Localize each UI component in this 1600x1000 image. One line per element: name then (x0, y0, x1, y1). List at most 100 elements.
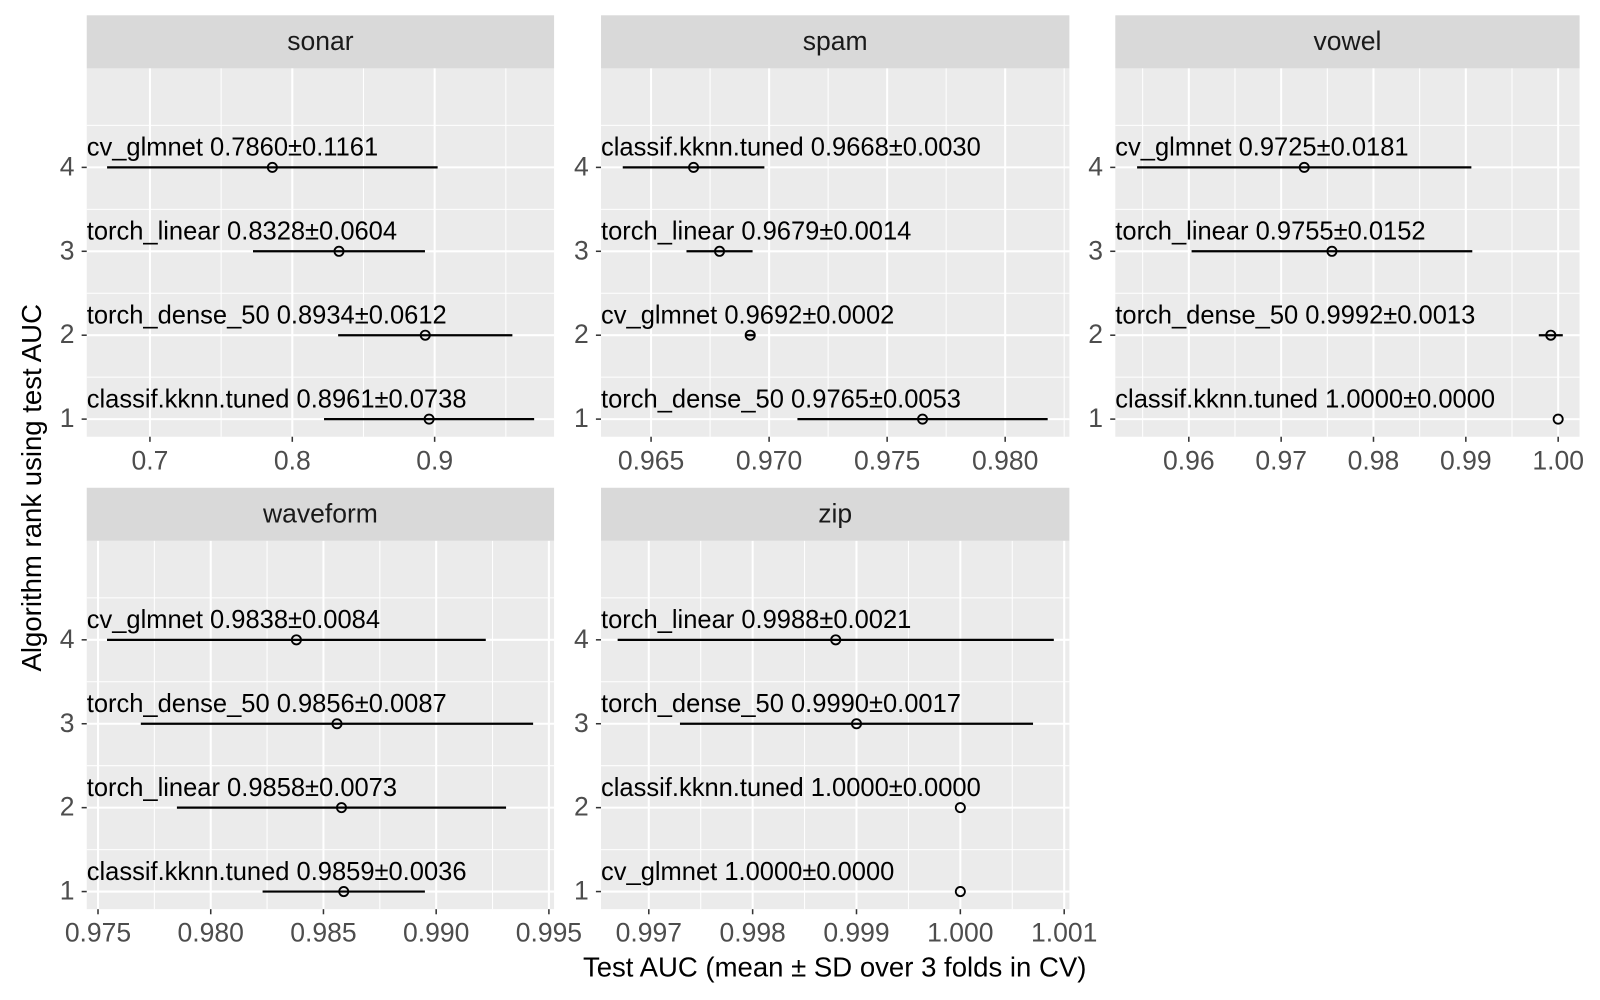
strip-background (86, 487, 555, 541)
panel-background (601, 540, 1070, 910)
strip-title: sonar (287, 26, 353, 56)
point (830, 634, 842, 646)
y-tick-label: 1 (1088, 403, 1103, 433)
y-tick-label: 1 (60, 403, 75, 433)
x-tick-label: 0.9 (416, 445, 453, 475)
point (688, 161, 700, 173)
strip-background (86, 15, 555, 69)
point (954, 802, 966, 814)
value-label: classif.kknn.tuned 1.0000±0.0000 (601, 774, 981, 802)
strip-background (601, 15, 1070, 69)
y-tick-label: 3 (574, 708, 589, 738)
x-tick-label: 0.985 (290, 918, 356, 948)
y-tick-label: 4 (60, 624, 75, 654)
x-tick-label: 0.999 (823, 918, 889, 948)
value-label: torch_dense_50 0.9856±0.0087 (87, 690, 447, 718)
x-tick-label: 1.001 (1031, 918, 1097, 948)
y-axis-title: Algorithm rank using test AUC (16, 304, 47, 671)
y-tick-label: 2 (60, 792, 75, 822)
value-label: torch_linear 0.9755±0.0152 (1115, 218, 1425, 246)
y-tick-label: 3 (60, 708, 75, 738)
x-tick-label: 0.99 (1440, 445, 1492, 475)
point (744, 329, 756, 341)
x-tick-label: 0.97 (1255, 445, 1307, 475)
strip-title: waveform (262, 498, 378, 528)
point (419, 329, 431, 341)
value-label: torch_linear 0.9858±0.0073 (87, 774, 397, 802)
x-tick-label: 0.970 (736, 445, 802, 475)
point (714, 245, 726, 257)
x-tick-label: 0.990 (403, 918, 469, 948)
y-tick-label: 3 (1088, 235, 1103, 265)
panel-background (601, 68, 1070, 437)
point (338, 886, 350, 898)
y-tick-label: 3 (60, 235, 75, 265)
y-tick-label: 1 (574, 876, 589, 906)
value-label: torch_linear 0.9679±0.0014 (601, 218, 911, 246)
point (850, 718, 863, 730)
point (335, 802, 347, 814)
y-tick-label: 2 (1088, 319, 1103, 349)
point (333, 245, 345, 257)
y-tick-label: 4 (60, 151, 75, 181)
value-label: classif.kknn.tuned 1.0000±0.0000 (1115, 385, 1495, 413)
point (954, 886, 966, 898)
value-label: torch_linear 0.8328±0.0604 (87, 218, 397, 246)
value-label: torch_dense_50 0.8934±0.0612 (87, 302, 447, 330)
strip-background (1115, 15, 1580, 69)
panel-background (1115, 68, 1580, 437)
point (331, 718, 343, 730)
panel-background (86, 540, 555, 910)
x-tick-label: 0.965 (618, 445, 684, 475)
y-tick-label: 1 (60, 876, 75, 906)
x-tick-label: 0.995 (516, 918, 582, 948)
value-label: torch_dense_50 0.9992±0.0013 (1115, 302, 1475, 330)
x-tick-label: 1.000 (927, 918, 993, 948)
strip-title: vowel (1314, 26, 1382, 56)
value-label: cv_glmnet 0.7860±0.1161 (87, 134, 378, 162)
x-tick-label: 0.96 (1163, 445, 1215, 475)
value-label: classif.kknn.tuned 0.8961±0.0738 (87, 385, 467, 413)
value-label: torch_linear 0.9988±0.0021 (601, 606, 911, 634)
x-tick-label: 0.998 (719, 918, 785, 948)
point (423, 413, 435, 425)
point (1298, 161, 1310, 173)
x-tick-label: 0.8 (274, 445, 311, 475)
value-label: classif.kknn.tuned 0.9668±0.0030 (601, 134, 981, 162)
point (1326, 245, 1338, 257)
point (917, 413, 929, 425)
strip-background (601, 487, 1070, 541)
y-tick-label: 2 (574, 792, 589, 822)
value-label: cv_glmnet 0.9838±0.0084 (87, 606, 380, 634)
panel-background (86, 68, 555, 437)
y-tick-label: 3 (574, 235, 589, 265)
x-tick-label: 0.980 (178, 918, 244, 948)
x-tick-label: 0.975 (854, 445, 920, 475)
x-tick-label: 0.980 (972, 445, 1038, 475)
value-label: cv_glmnet 0.9725±0.0181 (1115, 134, 1408, 162)
x-tick-label: 0.975 (65, 918, 131, 948)
y-tick-label: 2 (574, 319, 589, 349)
x-tick-label: 1.00 (1532, 445, 1584, 475)
x-tick-label: 0.7 (132, 445, 169, 475)
point (1552, 413, 1564, 425)
value-label: cv_glmnet 0.9692±0.0002 (601, 302, 894, 330)
point (266, 161, 278, 173)
y-tick-label: 2 (60, 319, 75, 349)
x-axis-title: Test AUC (mean ± SD over 3 folds in CV) (583, 952, 1086, 983)
value-label: classif.kknn.tuned 0.9859±0.0036 (87, 858, 467, 886)
y-tick-label: 1 (574, 403, 589, 433)
value-label: torch_dense_50 0.9765±0.0053 (601, 385, 961, 413)
point (1545, 329, 1557, 341)
value-label: cv_glmnet 1.0000±0.0000 (601, 858, 894, 886)
y-tick-label: 4 (1088, 151, 1103, 181)
point (290, 634, 302, 646)
strip-title: spam (803, 26, 868, 56)
x-tick-label: 0.997 (616, 918, 682, 948)
value-label: torch_dense_50 0.9990±0.0017 (601, 690, 961, 718)
strip-title: zip (818, 498, 852, 528)
y-tick-label: 4 (574, 624, 589, 654)
y-tick-label: 4 (574, 151, 589, 181)
x-tick-label: 0.98 (1348, 445, 1400, 475)
